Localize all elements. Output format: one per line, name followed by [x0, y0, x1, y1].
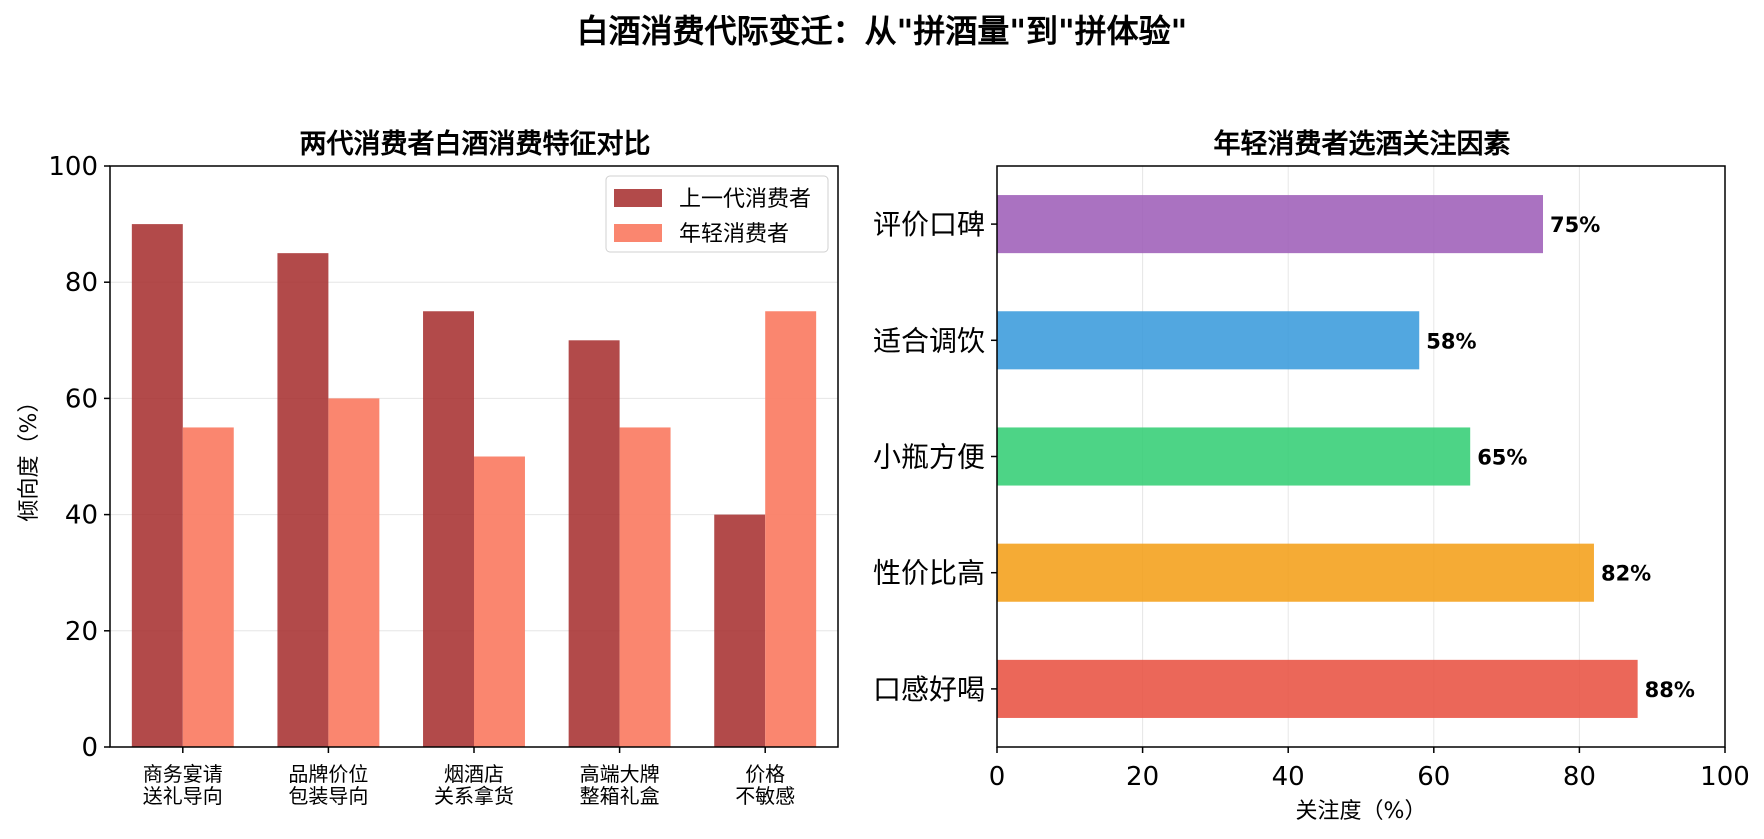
right-y-tick-label: 小瓶方便 [873, 441, 985, 474]
left-x-tick-label: 整箱礼盒 [580, 784, 660, 808]
hbar-0 [997, 659, 1638, 718]
bar-young-1 [328, 398, 380, 747]
right-x-tick-label: 20 [1126, 762, 1159, 792]
left-y-ticks: 0 20 40 60 80 100 [48, 152, 110, 763]
hbar-4 [997, 195, 1543, 254]
right-y-tick-label: 评价口碑 [873, 208, 985, 241]
left-x-tick-label: 品牌价位 [288, 762, 368, 786]
right-x-tick-label: 40 [1272, 762, 1305, 792]
bar-older-1 [277, 253, 329, 747]
figure-title: 白酒消费代际变迁：从"拼酒量"到"拼体验" [577, 12, 1188, 50]
left-chart-title: 两代消费者白酒消费特征对比 [300, 128, 651, 160]
data-label: 82% [1601, 562, 1651, 586]
left-x-tick-label: 高端大牌 [580, 762, 660, 786]
hbar-3 [997, 311, 1420, 370]
left-bars [131, 224, 817, 748]
right-x-tick-label: 60 [1417, 762, 1450, 792]
right-x-axis-label: 关注度（%） [1296, 799, 1427, 824]
left-y-tick-label: 40 [65, 501, 98, 531]
bar-young-0 [182, 427, 234, 747]
data-label: 75% [1550, 213, 1600, 237]
legend-label-older: 上一代消费者 [679, 187, 811, 212]
bar-older-0 [131, 224, 183, 748]
left-x-tick-label: 烟酒店 [444, 762, 504, 786]
right-y-tick-label: 性价比高 [873, 557, 985, 590]
bar-young-2 [474, 456, 525, 747]
right-x-ticks: 0 20 40 60 80 100 [989, 747, 1750, 792]
legend-swatch-older [614, 189, 662, 207]
bar-young-3 [619, 427, 671, 747]
left-x-tick-label: 送礼导向 [143, 784, 223, 808]
left-x-tick-label: 包装导向 [288, 784, 368, 808]
bar-young-4 [765, 311, 817, 747]
left-y-tick-label: 0 [81, 733, 98, 763]
left-y-tick-label: 60 [65, 384, 98, 414]
bar-older-2 [423, 311, 474, 747]
right-chart-title: 年轻消费者选酒关注因素 [1214, 128, 1511, 160]
left-x-tick-label: 价格 [745, 762, 785, 786]
left-x-tick-label: 关系拿货 [434, 784, 514, 808]
left-y-tick-label: 100 [48, 152, 98, 182]
right-y-tick-label: 口感好喝 [873, 673, 985, 706]
right-x-tick-label: 80 [1563, 762, 1596, 792]
right-x-tick-label: 100 [1700, 762, 1750, 792]
right-bar-chart: 年轻消费者选酒关注因素 88% 82% 65% 58% 75% 口感好喝 性价比高 小瓶方便… [873, 128, 1750, 824]
left-y-tick-label: 20 [65, 617, 98, 647]
bar-older-4 [714, 514, 766, 747]
hbar-1 [997, 543, 1594, 602]
right-bars: 88% 82% 65% 58% 75% [997, 195, 1695, 718]
bar-older-3 [568, 340, 620, 747]
left-y-axis-label: 倾向度（%） [17, 391, 42, 522]
data-label: 88% [1645, 678, 1695, 702]
left-x-tick-label: 不敏感 [735, 784, 795, 808]
hbar-2 [997, 427, 1471, 486]
data-label: 58% [1426, 329, 1476, 353]
legend-swatch-young [614, 224, 662, 242]
left-legend: 上一代消费者 年轻消费者 [605, 175, 829, 253]
left-y-tick-label: 80 [65, 268, 98, 298]
right-y-ticks: 口感好喝 性价比高 小瓶方便 适合调饮 评价口碑 [873, 208, 997, 706]
data-label: 65% [1477, 446, 1527, 470]
right-x-tick-label: 0 [989, 762, 1006, 792]
right-y-tick-label: 适合调饮 [873, 324, 985, 357]
legend-label-young: 年轻消费者 [679, 222, 789, 247]
left-x-tick-label: 商务宴请 [143, 762, 223, 786]
